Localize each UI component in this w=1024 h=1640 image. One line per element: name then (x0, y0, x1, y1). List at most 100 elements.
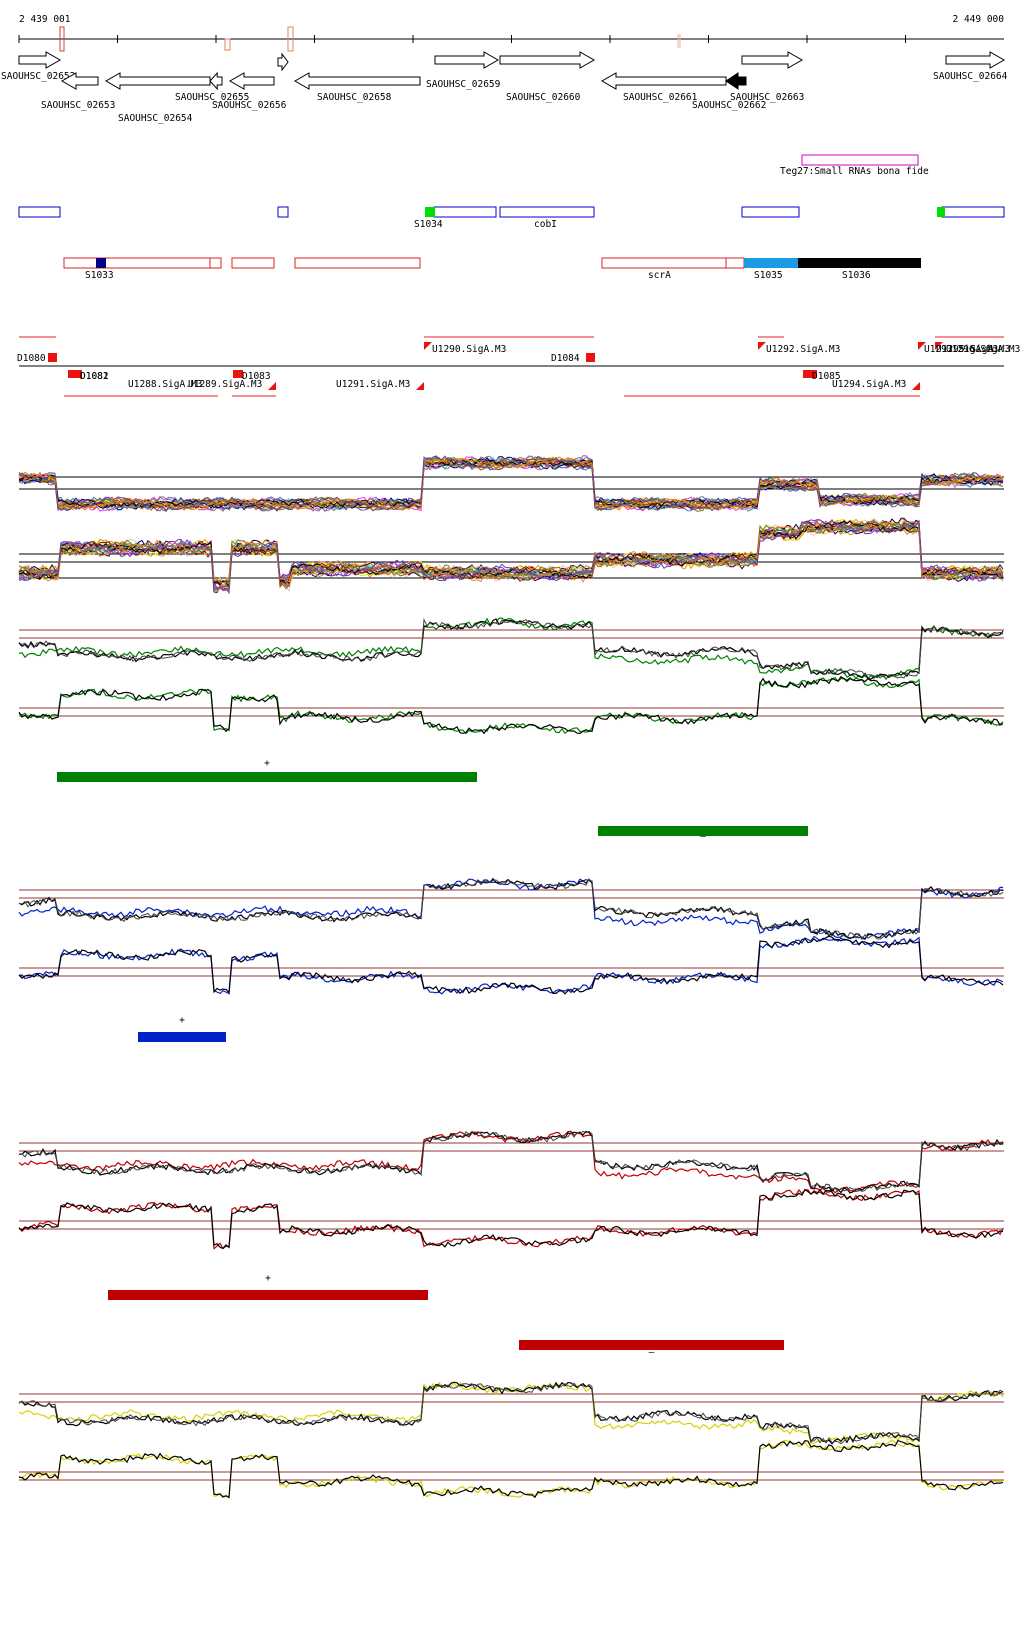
tss-block (68, 370, 82, 378)
minus-feature-box[interactable] (725, 257, 745, 269)
gene-SAOUHSC_02653[interactable]: SAOUHSC_02653 (41, 72, 115, 111)
coordinate-ruler: 2 439 001 2 449 000 (18, 14, 1005, 52)
tss-label: U1293.SigA.M3 (924, 344, 998, 355)
condition-signal-top (18, 617, 1004, 681)
end-coordinate: 2 449 000 (953, 14, 1005, 25)
gene-SAOUHSC_02664[interactable]: SAOUHSC_02664 (933, 51, 1008, 82)
minus-feature-box[interactable] (294, 257, 421, 269)
minus-feature-marker (96, 258, 106, 268)
tss-flag (268, 382, 276, 390)
gene-SAOUHSC_02663[interactable]: SAOUHSC_02663 (730, 51, 804, 103)
tss-label: U1289.SigA.M3 (188, 379, 262, 390)
gene-label: SAOUHSC_02663 (730, 92, 804, 103)
plus-feature-label: cobI (534, 219, 557, 230)
tss-label: D1081 (80, 371, 109, 382)
minus-strand-feature-track: S1033 scrA S1035 S1036 (63, 257, 921, 281)
gene-SAOUHSC_02652[interactable]: SAOUHSC_02652 (1, 51, 75, 82)
ruler-marker (287, 26, 294, 52)
gene-SAOUHSC_02657[interactable] (277, 52, 289, 72)
tiling-signal-top (18, 456, 1004, 511)
tiling-signal-top (18, 455, 1004, 513)
gene-arrow (18, 51, 62, 69)
gene-SAOUHSC_02660[interactable]: SAOUHSC_02660 (499, 51, 596, 103)
gene-arrow (293, 72, 421, 90)
ruler-marker (59, 26, 65, 52)
condition-signal-bottom (18, 935, 1004, 995)
condition-signal-top (18, 878, 1004, 941)
condition-signal-bottom (18, 1439, 1004, 1498)
gene-SAOUHSC_02654[interactable]: SAOUHSC_02654 (104, 72, 211, 124)
tss-label: D1082 (80, 371, 109, 382)
minus-feature-box[interactable] (63, 257, 211, 269)
minus-feature-box[interactable] (231, 257, 275, 269)
gene-label: SAOUHSC_02664 (933, 71, 1008, 82)
condition-signal-bottom (18, 676, 1004, 735)
gene-arrow (741, 51, 804, 69)
plus-strand-feature-track: S1034 cobI (18, 206, 1005, 230)
reference-signal-top (18, 617, 1003, 679)
differential-region-bar[interactable] (108, 1290, 428, 1300)
strand-label: + (265, 1273, 271, 1284)
plus-feature-box[interactable] (277, 206, 289, 218)
reference-signal-bottom (18, 935, 1004, 995)
differential-region-bar[interactable] (57, 772, 477, 782)
reference-signal-top (18, 618, 1004, 680)
strand-label: – (649, 1347, 655, 1358)
gene-label: SAOUHSC_02655 (175, 92, 249, 103)
tss-flag (416, 382, 424, 390)
reference-signal-top (18, 877, 1004, 940)
small-rna-box[interactable] (801, 154, 919, 166)
gene-SAOUHSC_02659[interactable]: SAOUHSC_02659 (426, 51, 501, 90)
reference-signal-top (18, 1382, 1004, 1445)
gene-SAOUHSC_02656[interactable]: SAOUHSC_02656 (212, 72, 287, 111)
gene-SAOUHSC_02655[interactable]: SAOUHSC_02655 (175, 71, 249, 103)
differential-region-bar[interactable] (519, 1340, 784, 1350)
tiling-signal-bottom (18, 520, 1004, 589)
minus-feature-box[interactable] (209, 257, 222, 269)
tss-block (803, 370, 817, 378)
reference-signal-bottom (18, 1188, 1004, 1250)
gene-SAOUHSC_02662[interactable]: SAOUHSC_02662 (692, 72, 766, 111)
reference-signal-bottom (18, 675, 1004, 735)
plus-feature-marker (937, 207, 945, 217)
tss-flag (912, 382, 920, 390)
tss-label: U1288.SigA.M3 (128, 379, 202, 390)
start-coordinate: 2 439 001 (19, 14, 71, 25)
tss-flag (935, 342, 943, 350)
plus-feature-box[interactable] (499, 206, 595, 218)
minus-feature-block[interactable] (798, 258, 921, 268)
minus-feature-block[interactable] (744, 258, 798, 268)
small-rna-track: Teg27:Small RNAs bona fide (780, 154, 929, 177)
gene-SAOUHSC_02661[interactable]: SAOUHSC_02661 (600, 72, 727, 103)
tss-block (586, 353, 595, 362)
plus-feature-box[interactable] (941, 206, 1005, 218)
tss-label: D1084 (551, 353, 580, 364)
tiling-signal-bottom (18, 518, 1004, 593)
condition-signal-top (18, 1130, 1004, 1194)
strand-label: + (264, 758, 270, 769)
minus-feature-label: scrA (648, 270, 671, 281)
tss-label: D1080 (17, 353, 46, 364)
minus-feature-box[interactable] (601, 257, 727, 269)
tss-block (48, 353, 57, 362)
gene-label: SAOUHSC_02658 (317, 92, 392, 103)
plus-feature-marker (425, 207, 435, 217)
plus-feature-box[interactable] (18, 206, 61, 218)
gene-SAOUHSC_02658[interactable]: SAOUHSC_02658 (293, 72, 421, 103)
ruler-marker (224, 38, 231, 51)
gene-arrow (725, 72, 747, 90)
differential-region-bar[interactable] (598, 826, 808, 836)
differential-region-bar[interactable] (138, 1032, 226, 1042)
condition-panel: +– (18, 617, 1004, 842)
plus-feature-box[interactable] (741, 206, 800, 218)
small-rna-label: Teg27:Small RNAs bona fide (780, 166, 929, 177)
tiling-array-panel (18, 455, 1004, 595)
gene-label: SAOUHSC_02660 (506, 92, 581, 103)
plus-feature-box[interactable] (433, 206, 497, 218)
tiling-signal-top (18, 455, 1004, 512)
gene-arrow (60, 72, 99, 90)
tss-block (233, 370, 243, 378)
